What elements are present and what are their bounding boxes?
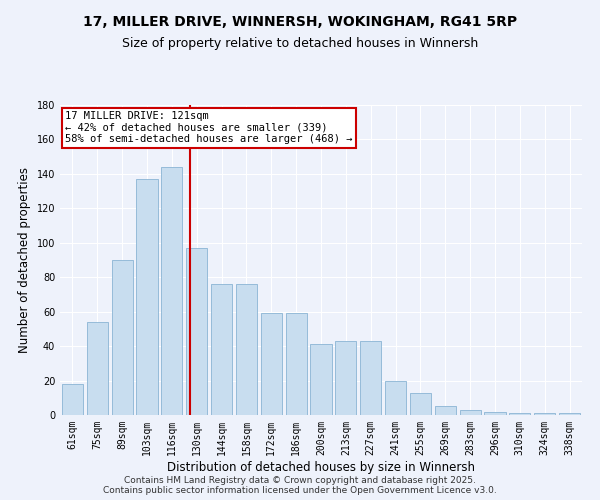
Bar bbox=[62, 384, 83, 415]
Bar bbox=[360, 341, 381, 415]
Bar bbox=[161, 167, 182, 415]
Bar bbox=[186, 248, 207, 415]
Text: Contains HM Land Registry data © Crown copyright and database right 2025.
Contai: Contains HM Land Registry data © Crown c… bbox=[103, 476, 497, 495]
Bar bbox=[335, 341, 356, 415]
Bar bbox=[385, 380, 406, 415]
Bar bbox=[236, 284, 257, 415]
Text: Size of property relative to detached houses in Winnersh: Size of property relative to detached ho… bbox=[122, 38, 478, 51]
Bar bbox=[410, 392, 431, 415]
Bar bbox=[310, 344, 332, 415]
Bar bbox=[435, 406, 456, 415]
Y-axis label: Number of detached properties: Number of detached properties bbox=[18, 167, 31, 353]
Bar bbox=[286, 314, 307, 415]
Bar bbox=[484, 412, 506, 415]
Bar bbox=[136, 179, 158, 415]
X-axis label: Distribution of detached houses by size in Winnersh: Distribution of detached houses by size … bbox=[167, 460, 475, 473]
Bar bbox=[559, 414, 580, 415]
Text: 17, MILLER DRIVE, WINNERSH, WOKINGHAM, RG41 5RP: 17, MILLER DRIVE, WINNERSH, WOKINGHAM, R… bbox=[83, 15, 517, 29]
Bar bbox=[460, 410, 481, 415]
Bar bbox=[112, 260, 133, 415]
Bar bbox=[261, 314, 282, 415]
Text: 17 MILLER DRIVE: 121sqm
← 42% of detached houses are smaller (339)
58% of semi-d: 17 MILLER DRIVE: 121sqm ← 42% of detache… bbox=[65, 111, 353, 144]
Bar bbox=[211, 284, 232, 415]
Bar bbox=[509, 414, 530, 415]
Bar bbox=[534, 414, 555, 415]
Bar bbox=[87, 322, 108, 415]
